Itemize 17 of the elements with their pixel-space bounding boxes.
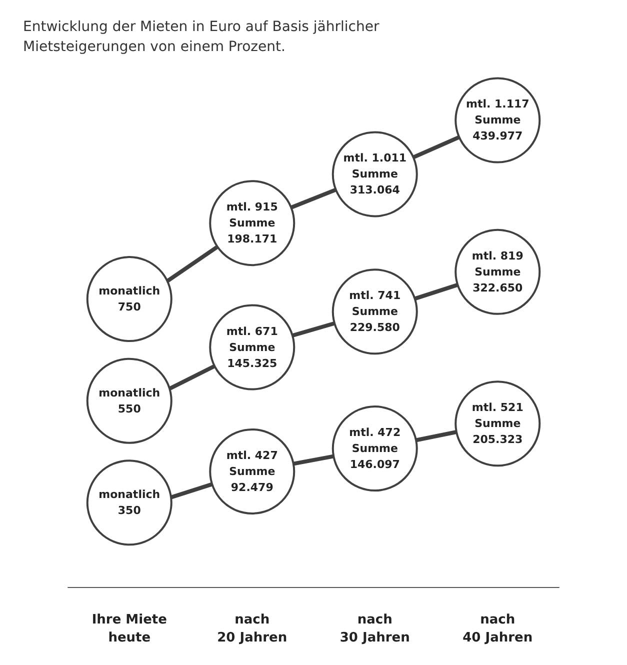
x-tick-label: Ihre Miete heute xyxy=(92,612,168,646)
x-tick-label: nach 30 Jahren xyxy=(340,612,410,646)
data-label: mtl. 915 Summe 198.171 xyxy=(226,200,278,246)
data-label: monatlich 550 xyxy=(98,386,160,416)
data-label: monatlich 750 xyxy=(98,284,160,314)
data-label: mtl. 819 Summe 322.650 xyxy=(472,249,524,294)
x-tick-label: nach 40 Jahren xyxy=(462,612,533,646)
data-label: mtl. 521 Summe 205.323 xyxy=(472,401,524,446)
data-label: mtl. 671 Summe 145.325 xyxy=(226,324,278,370)
chart-title: Entwicklung der Mieten in Euro auf Basis jährlicher Mietsteigerungen von einem Prozent. xyxy=(23,19,380,55)
x-tick-label: nach 20 Jahren xyxy=(217,612,288,646)
data-label: mtl. 1.117 Summe 439.977 xyxy=(466,98,530,143)
data-label: mtl. 1.011 Summe 313.064 xyxy=(343,152,407,197)
data-label: monatlich 350 xyxy=(98,488,160,518)
data-label: mtl. 472 Summe 146.097 xyxy=(349,426,401,472)
data-label: mtl. 741 Summe 229.580 xyxy=(349,289,401,334)
data-label: mtl. 427 Summe 92.479 xyxy=(226,448,278,494)
